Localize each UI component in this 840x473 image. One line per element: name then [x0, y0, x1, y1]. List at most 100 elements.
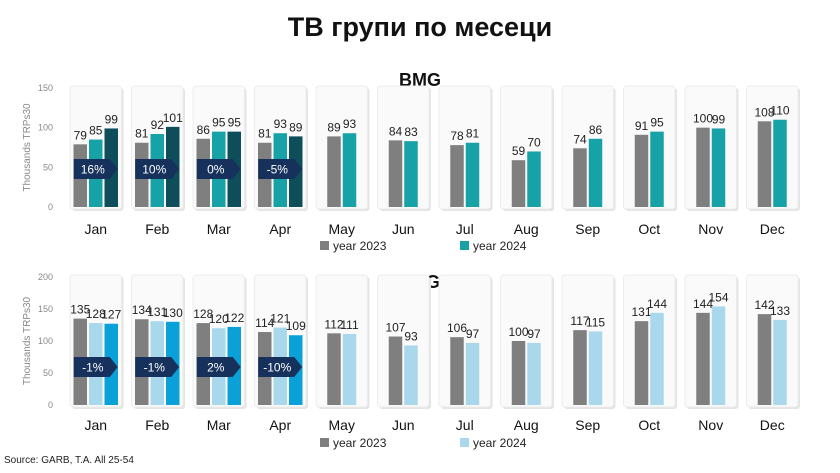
- legend-swatch: [460, 438, 469, 447]
- change-badge: [73, 159, 118, 179]
- page-title: ТВ групи по месеци: [287, 12, 553, 42]
- bar-value-label: 100: [508, 325, 528, 339]
- y-tick-label: 200: [38, 272, 53, 282]
- bar: [342, 333, 357, 405]
- column-panel: [377, 85, 430, 210]
- x-category-label: May: [329, 417, 355, 433]
- bar-value-label: 117: [570, 314, 589, 328]
- bar-value-label: 84: [389, 124, 403, 138]
- bar-value-label: 95: [650, 116, 664, 130]
- bar-value-label: 108: [754, 105, 774, 119]
- x-category-label: Sep: [575, 221, 600, 237]
- bar-value-label: 74: [573, 132, 587, 146]
- bar-value-label: 106: [447, 321, 467, 335]
- bar: [634, 134, 649, 207]
- x-category-label: Jun: [392, 417, 415, 433]
- legend-label: year 2024: [473, 239, 527, 253]
- column-panel: [623, 85, 676, 210]
- bar: [511, 160, 526, 207]
- bar-value-label: 100: [693, 112, 713, 126]
- change-badge-label: -1%: [144, 361, 166, 375]
- bar-value-label: 121: [270, 312, 290, 326]
- change-badge-label: -1%: [82, 361, 104, 375]
- legend-swatch: [460, 241, 469, 250]
- bar: [404, 141, 418, 207]
- bar: [650, 312, 664, 405]
- y-axis-label: Thousands TRPs30: [22, 103, 33, 192]
- change-badge: [196, 159, 241, 179]
- bar-value-label: 99: [105, 112, 119, 126]
- bar: [342, 133, 357, 207]
- change-badge-label: 2%: [207, 361, 225, 375]
- bar: [588, 331, 603, 405]
- legend-label: year 2024: [473, 436, 527, 450]
- column-panel: [684, 85, 737, 210]
- x-category-label: Jan: [84, 417, 107, 433]
- x-category-label: Nov: [698, 221, 723, 237]
- bar: [588, 138, 603, 207]
- bar: [773, 119, 787, 207]
- x-category-label: Mar: [207, 221, 231, 237]
- x-category-label: Aug: [514, 221, 539, 237]
- bar: [711, 128, 726, 207]
- change-badge: [135, 159, 180, 179]
- bar-value-label: 111: [340, 318, 359, 332]
- y-tick-label: 150: [38, 304, 53, 314]
- bar-value-label: 128: [86, 307, 106, 321]
- column-panel: [561, 85, 614, 210]
- bar-value-label: 144: [693, 297, 713, 311]
- change-badge: [135, 357, 180, 377]
- bar: [450, 337, 464, 405]
- change-badge: [258, 357, 303, 377]
- x-category-label: Jul: [456, 221, 474, 237]
- bar: [757, 121, 772, 207]
- bar: [527, 151, 541, 207]
- change-badge-label: 10%: [142, 163, 166, 177]
- bar-value-label: 86: [589, 123, 603, 137]
- bar-value-label: 78: [450, 129, 464, 143]
- bar-value-label: 107: [385, 321, 405, 335]
- y-tick-label: 0: [48, 400, 53, 410]
- chart-title: BMG: [399, 70, 441, 90]
- x-category-label: Dec: [760, 417, 785, 433]
- bar: [450, 145, 464, 207]
- bar-value-label: 85: [89, 124, 103, 138]
- bar-value-label: 101: [163, 111, 183, 125]
- bar-value-label: 86: [197, 123, 211, 137]
- y-tick-label: 150: [38, 83, 53, 93]
- change-badge-label: -10%: [263, 361, 291, 375]
- x-category-label: Apr: [269, 417, 291, 433]
- column-panel: [315, 274, 368, 408]
- bar-value-label: 130: [163, 306, 183, 320]
- y-axis-label: Thousands TRPs30: [22, 296, 33, 385]
- bar: [465, 142, 480, 207]
- bar-value-label: 128: [193, 307, 213, 321]
- column-panel: [377, 274, 430, 408]
- legend-label: year 2023: [333, 436, 387, 450]
- x-category-label: Aug: [514, 417, 539, 433]
- bar-value-label: 142: [754, 298, 774, 312]
- column-panel: [438, 85, 491, 210]
- bar-value-label: 131: [147, 305, 167, 319]
- x-category-label: Sep: [575, 417, 600, 433]
- legend-swatch: [320, 438, 329, 447]
- change-badge-label: -5%: [267, 163, 289, 177]
- bar-value-label: 93: [343, 117, 357, 131]
- bar-value-label: 135: [70, 303, 90, 317]
- bar: [773, 319, 787, 405]
- x-category-label: Nov: [698, 417, 723, 433]
- column-panel: [561, 274, 614, 408]
- bar: [634, 321, 649, 405]
- bar-value-label: 89: [327, 120, 341, 134]
- bar: [388, 140, 403, 207]
- bar-value-label: 79: [74, 128, 88, 142]
- bar: [757, 314, 772, 405]
- change-badge: [196, 357, 241, 377]
- bar-value-label: 114: [255, 316, 274, 330]
- x-category-label: Oct: [638, 221, 660, 237]
- bar-value-label: 59: [512, 144, 526, 158]
- bar-value-label: 81: [135, 127, 149, 141]
- x-category-label: Apr: [269, 221, 291, 237]
- y-tick-label: 100: [38, 123, 53, 133]
